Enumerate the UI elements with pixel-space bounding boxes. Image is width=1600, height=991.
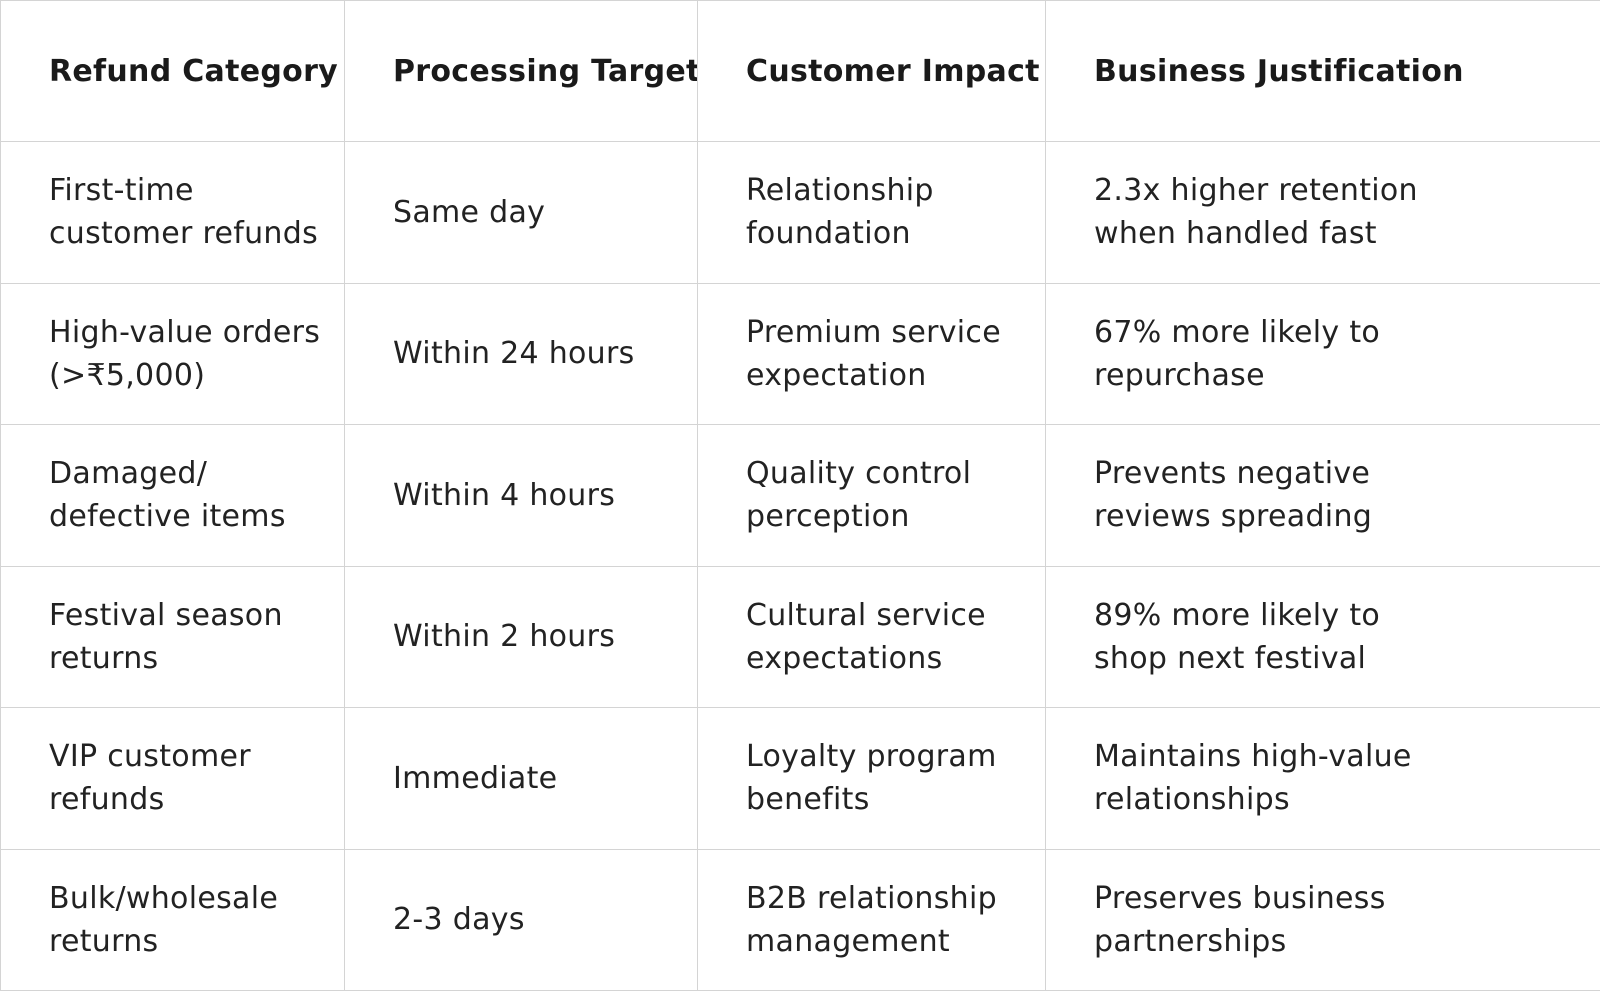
- cell-text: Immediate: [393, 760, 558, 796]
- cell-text: First-time customer refunds: [49, 173, 318, 252]
- cell-customer-impact: Quality control perception: [697, 424, 1046, 567]
- cell-text: 67% more likely to repurchase: [1094, 314, 1381, 393]
- cell-text: Within 24 hours: [393, 336, 635, 372]
- header-business-justification: Business Justification: [1045, 0, 1600, 142]
- cell-text: Cultural service expectations: [746, 597, 986, 676]
- cell-text: VIP customer refunds: [49, 739, 251, 818]
- cell-text: Premium service expectation: [746, 314, 1001, 393]
- cell-refund-category: Festival season returns: [0, 565, 345, 708]
- cell-text: Relationship foundation: [746, 173, 934, 252]
- cell-text: Quality control perception: [746, 456, 972, 535]
- cell-processing-target: Within 24 hours: [344, 282, 698, 425]
- cell-refund-category: High-value orders (>₹5,000): [0, 282, 345, 425]
- table-row: High-value orders (>₹5,000) Within 24 ho…: [0, 282, 1600, 425]
- cell-customer-impact: Premium service expectation: [697, 282, 1046, 425]
- header-customer-impact: Customer Impact: [697, 0, 1046, 142]
- cell-text: Within 2 hours: [393, 619, 616, 655]
- cell-customer-impact: B2B relationship management: [697, 848, 1046, 991]
- table-header: Refund Category Processing Target Custom…: [0, 0, 1600, 142]
- cell-text: High-value orders (>₹5,000): [49, 314, 321, 393]
- cell-customer-impact: Loyalty program benefits: [697, 707, 1046, 850]
- cell-processing-target: 2-3 days: [344, 848, 698, 991]
- cell-text: Prevents negative reviews spreading: [1094, 456, 1373, 535]
- cell-text: Within 4 hours: [393, 477, 616, 513]
- table-row: Damaged/ defective items Within 4 hours …: [0, 424, 1600, 567]
- table-row: Festival season returns Within 2 hours C…: [0, 565, 1600, 708]
- cell-text: 2.3x higher retention when handled fast: [1094, 173, 1418, 252]
- cell-processing-target: Within 4 hours: [344, 424, 698, 567]
- cell-text: Bulk/wholesale returns: [49, 880, 279, 959]
- cell-refund-category: Damaged/ defective items: [0, 424, 345, 567]
- cell-text: Preserves business partnerships: [1094, 880, 1386, 959]
- cell-text: Same day: [393, 194, 546, 230]
- cell-text: Festival season returns: [49, 597, 283, 676]
- cell-text: Loyalty program benefits: [746, 739, 997, 818]
- table-body: First-time customer refunds Same day Rel…: [0, 141, 1600, 991]
- cell-text: Maintains high-value relationships: [1094, 739, 1412, 818]
- cell-text: Damaged/ defective items: [49, 456, 286, 535]
- cell-refund-category: First-time customer refunds: [0, 141, 345, 284]
- cell-processing-target: Immediate: [344, 707, 698, 850]
- table-row: Bulk/wholesale returns 2-3 days B2B rela…: [0, 848, 1600, 991]
- cell-refund-category: VIP customer refunds: [0, 707, 345, 850]
- cell-processing-target: Same day: [344, 141, 698, 284]
- cell-business-justification: 2.3x higher retention when handled fast: [1045, 141, 1600, 284]
- table-row: VIP customer refunds Immediate Loyalty p…: [0, 707, 1600, 850]
- header-processing-target: Processing Target: [344, 0, 698, 142]
- cell-customer-impact: Relationship foundation: [697, 141, 1046, 284]
- cell-text: 89% more likely to shop next festival: [1094, 597, 1381, 676]
- cell-business-justification: 89% more likely to shop next festival: [1045, 565, 1600, 708]
- header-refund-category: Refund Category: [0, 0, 345, 142]
- cell-business-justification: 67% more likely to repurchase: [1045, 282, 1600, 425]
- table-row: First-time customer refunds Same day Rel…: [0, 141, 1600, 284]
- cell-business-justification: Preserves business partnerships: [1045, 848, 1600, 991]
- cell-text: 2-3 days: [393, 902, 525, 938]
- cell-refund-category: Bulk/wholesale returns: [0, 848, 345, 991]
- cell-text: B2B relationship management: [746, 880, 997, 959]
- cell-business-justification: Maintains high-value relationships: [1045, 707, 1600, 850]
- header-row: Refund Category Processing Target Custom…: [0, 0, 1600, 142]
- cell-business-justification: Prevents negative reviews spreading: [1045, 424, 1600, 567]
- cell-customer-impact: Cultural service expectations: [697, 565, 1046, 708]
- cell-processing-target: Within 2 hours: [344, 565, 698, 708]
